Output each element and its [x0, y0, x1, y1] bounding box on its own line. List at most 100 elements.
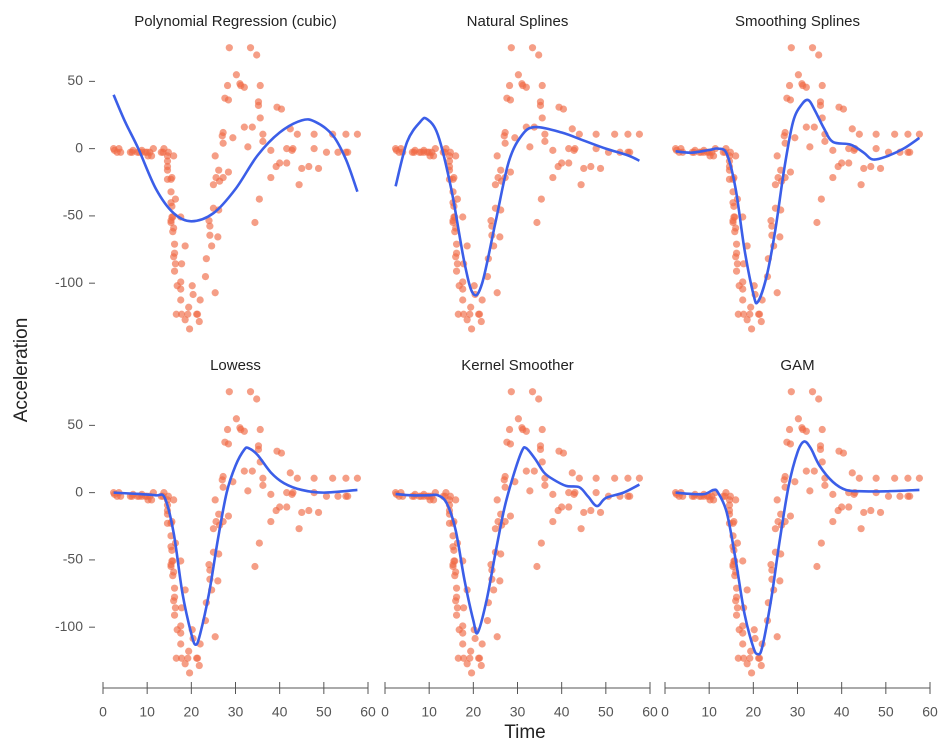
point — [215, 166, 223, 174]
x-tick-label: 0 — [661, 704, 669, 720]
point — [781, 472, 789, 481]
point — [453, 195, 462, 203]
point — [802, 427, 810, 435]
point — [818, 425, 826, 434]
point — [467, 669, 476, 677]
fit-line — [113, 446, 358, 646]
point — [732, 267, 741, 275]
point — [768, 222, 776, 230]
point — [181, 316, 189, 324]
point — [786, 440, 795, 448]
point — [541, 481, 549, 489]
point — [731, 213, 739, 221]
point — [730, 517, 738, 526]
point — [310, 474, 318, 482]
x-tick-label: 40 — [554, 704, 570, 720]
point — [733, 604, 742, 612]
point — [478, 296, 486, 304]
point — [528, 388, 537, 396]
x-tick-label: 20 — [746, 704, 762, 720]
point — [445, 157, 454, 165]
point — [635, 130, 644, 138]
point — [839, 449, 848, 457]
point — [184, 310, 192, 318]
point — [240, 123, 248, 131]
point — [477, 661, 485, 670]
point — [787, 44, 795, 52]
point — [208, 242, 216, 250]
point — [232, 415, 240, 423]
point — [815, 51, 823, 59]
x-axis-title: Time — [504, 722, 546, 743]
point — [493, 289, 501, 297]
point — [177, 629, 185, 637]
point — [514, 415, 522, 423]
point — [496, 577, 504, 585]
point — [452, 593, 461, 601]
point — [181, 660, 189, 668]
point — [733, 260, 742, 268]
point — [732, 249, 741, 257]
point — [739, 622, 747, 630]
point — [810, 123, 818, 131]
point — [185, 647, 193, 655]
point — [178, 260, 186, 268]
point — [487, 217, 495, 225]
point — [277, 449, 286, 457]
point — [776, 577, 784, 585]
point — [755, 654, 764, 662]
y-tick-label: -100 — [55, 274, 83, 290]
point — [219, 472, 227, 481]
point — [211, 152, 219, 160]
point — [305, 506, 313, 515]
fit-line — [675, 98, 921, 305]
point — [240, 467, 248, 475]
point — [747, 669, 756, 677]
point — [611, 130, 619, 138]
point — [172, 310, 180, 318]
point — [839, 105, 848, 113]
point — [322, 148, 331, 156]
point — [507, 44, 515, 52]
point — [743, 586, 751, 594]
point — [463, 242, 471, 250]
point — [298, 508, 306, 517]
point — [219, 483, 227, 491]
point — [185, 303, 193, 311]
point — [568, 469, 576, 477]
x-tick-label: 60 — [642, 704, 658, 720]
point — [596, 164, 605, 173]
point — [857, 181, 865, 189]
point — [743, 660, 751, 668]
point — [177, 622, 185, 630]
point — [314, 164, 323, 173]
point — [732, 584, 741, 592]
x-tick-label: 0 — [99, 704, 107, 720]
point — [829, 517, 837, 526]
fit-line — [395, 445, 640, 635]
y-tick-label: 50 — [67, 416, 83, 432]
point — [178, 604, 186, 612]
point — [549, 173, 557, 182]
point — [501, 517, 509, 526]
x-tick-label: 30 — [510, 704, 526, 720]
point — [195, 317, 203, 326]
point — [219, 173, 227, 182]
point — [188, 282, 196, 290]
point — [314, 508, 323, 517]
point — [219, 139, 227, 147]
point — [876, 164, 885, 173]
point — [298, 164, 306, 173]
point — [224, 512, 233, 520]
point — [460, 654, 468, 662]
point — [170, 267, 179, 275]
y-tick-label: 0 — [75, 483, 83, 499]
point — [224, 168, 233, 176]
point — [855, 474, 863, 482]
point — [739, 285, 747, 293]
point — [149, 145, 157, 153]
x-tick-label: 10 — [421, 704, 437, 720]
point — [506, 168, 515, 176]
point — [729, 218, 737, 227]
point — [206, 222, 214, 230]
